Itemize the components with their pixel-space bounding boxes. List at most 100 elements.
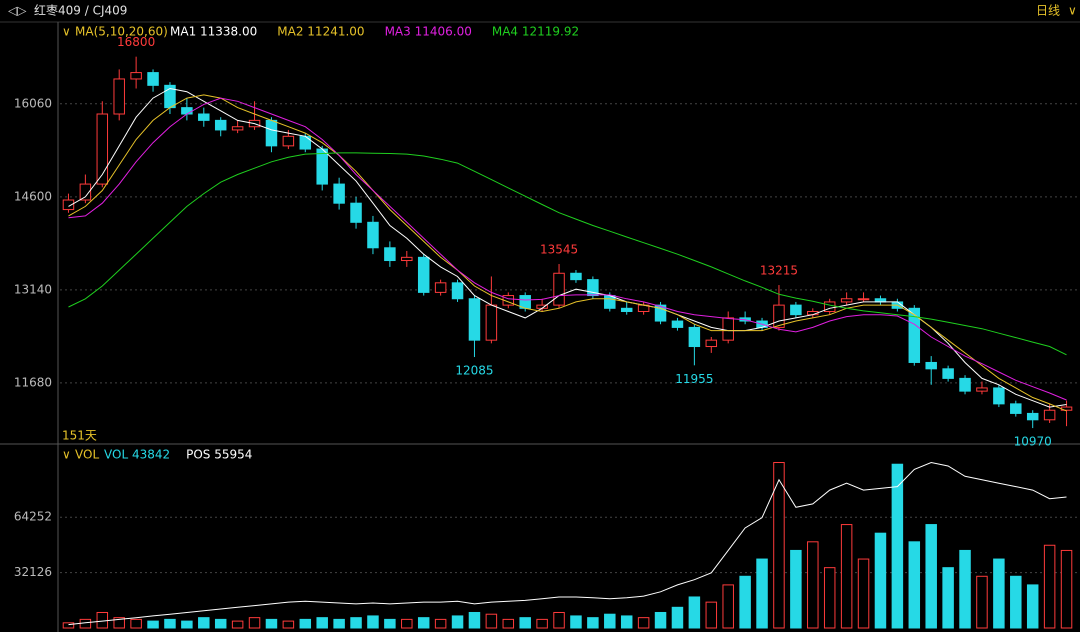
volume-bar <box>891 463 904 629</box>
volume-bar <box>451 615 464 629</box>
volume-bar <box>587 617 599 629</box>
candle-body <box>485 304 498 341</box>
legend-entry: MA4 12119.92 <box>492 25 579 39</box>
volume-bar <box>181 620 193 629</box>
candle-body <box>553 272 565 306</box>
volume-bar <box>942 567 954 629</box>
volume-bar <box>874 532 887 629</box>
legend-arrow[interactable]: ∨ <box>62 25 71 39</box>
legend-entry: VOL 43842 <box>104 448 170 462</box>
candle-body <box>265 119 278 147</box>
legend-entry: MA1 11338.00 <box>170 25 257 39</box>
volume-bar <box>688 596 701 629</box>
volume-bar <box>367 615 379 629</box>
volume-bar <box>1010 575 1022 629</box>
volume-bar <box>265 618 278 629</box>
candle-body <box>350 202 362 223</box>
volume-bar <box>62 622 75 629</box>
candle-body <box>451 282 464 300</box>
y-tick-label: 13140 <box>14 282 52 296</box>
symbol: 红枣409 / CJ409 <box>34 3 127 18</box>
candle-body <box>959 377 971 392</box>
y-tick-label: 32126 <box>14 565 52 579</box>
legend-entry: MA2 11241.00 <box>277 25 364 39</box>
legend-entry: MA3 11406.00 <box>385 25 472 39</box>
candle-body <box>908 307 921 363</box>
volume-bar <box>790 549 802 629</box>
candle-body <box>113 78 125 115</box>
volume-bar <box>468 611 481 629</box>
candle-body <box>570 272 582 281</box>
candle-body <box>181 107 193 115</box>
candle-body <box>620 307 633 312</box>
candle-body <box>942 368 954 379</box>
volume-bar <box>519 617 531 629</box>
legend-entry: POS 55954 <box>186 448 252 462</box>
candle-body <box>130 72 142 80</box>
extreme-label: 11955 <box>675 372 713 386</box>
volume-bar <box>316 617 328 629</box>
volume-bar <box>773 462 785 629</box>
y-tick-label: 14600 <box>14 189 52 203</box>
pos-line <box>68 461 1067 626</box>
ma-line <box>68 87 1067 408</box>
candle-body <box>316 148 328 185</box>
volume-bar <box>434 618 447 629</box>
volume-bar <box>756 558 768 629</box>
volume-bar <box>637 617 650 629</box>
volume-bar <box>807 541 819 629</box>
volume-bar <box>654 611 667 629</box>
volume-bar <box>130 618 142 629</box>
volume-bar <box>536 618 548 629</box>
period[interactable]: 日线 <box>1036 4 1060 18</box>
volume-bar <box>1043 544 1056 629</box>
candle-body <box>231 126 244 131</box>
y-tick-label: 64252 <box>14 510 52 524</box>
candle-body <box>198 113 210 121</box>
period-arrow[interactable]: ∨ <box>1068 4 1077 18</box>
header-icon[interactable]: ◁▷ <box>7 4 27 18</box>
ma-line <box>68 152 1067 356</box>
candle-body <box>214 119 227 131</box>
volume-bar <box>840 524 853 629</box>
volume-bar <box>350 617 362 629</box>
candle-body <box>299 135 312 150</box>
candle-body <box>434 282 447 293</box>
volume-bar <box>570 615 582 629</box>
candle-body <box>688 326 701 348</box>
volume-bar <box>553 611 565 629</box>
candle-body <box>925 361 937 370</box>
volume-bar <box>299 618 312 629</box>
volume-bar <box>993 558 1005 629</box>
legend-arrow[interactable]: ∨ <box>62 448 71 462</box>
candle-body <box>587 279 599 297</box>
candle-body <box>790 304 802 316</box>
candle-body <box>722 317 734 341</box>
volume-bar <box>333 618 345 629</box>
candle-body <box>857 298 870 301</box>
volume-bar <box>671 606 684 629</box>
volume-bar <box>401 618 413 629</box>
candle-body <box>823 301 836 312</box>
candle-body <box>96 113 109 185</box>
volume-bar <box>620 615 633 629</box>
volume-bar <box>384 618 396 629</box>
volume-bar <box>147 620 159 629</box>
volume-bar <box>214 618 227 629</box>
extreme-label: 13545 <box>540 243 578 257</box>
candle-body <box>62 199 75 211</box>
candle-body <box>79 183 92 201</box>
extreme-label: 16800 <box>117 35 155 49</box>
volume-bar <box>113 617 125 629</box>
days-label: 151天 <box>62 429 97 443</box>
candle-body <box>417 256 430 293</box>
volume-bar <box>1026 584 1039 629</box>
candle-body <box>384 247 396 262</box>
y-tick-label: 11680 <box>14 375 52 389</box>
volume-bar <box>248 617 261 629</box>
volume-bar <box>164 618 176 629</box>
extreme-label: 12085 <box>455 364 493 378</box>
y-tick-label: 16060 <box>14 96 52 110</box>
